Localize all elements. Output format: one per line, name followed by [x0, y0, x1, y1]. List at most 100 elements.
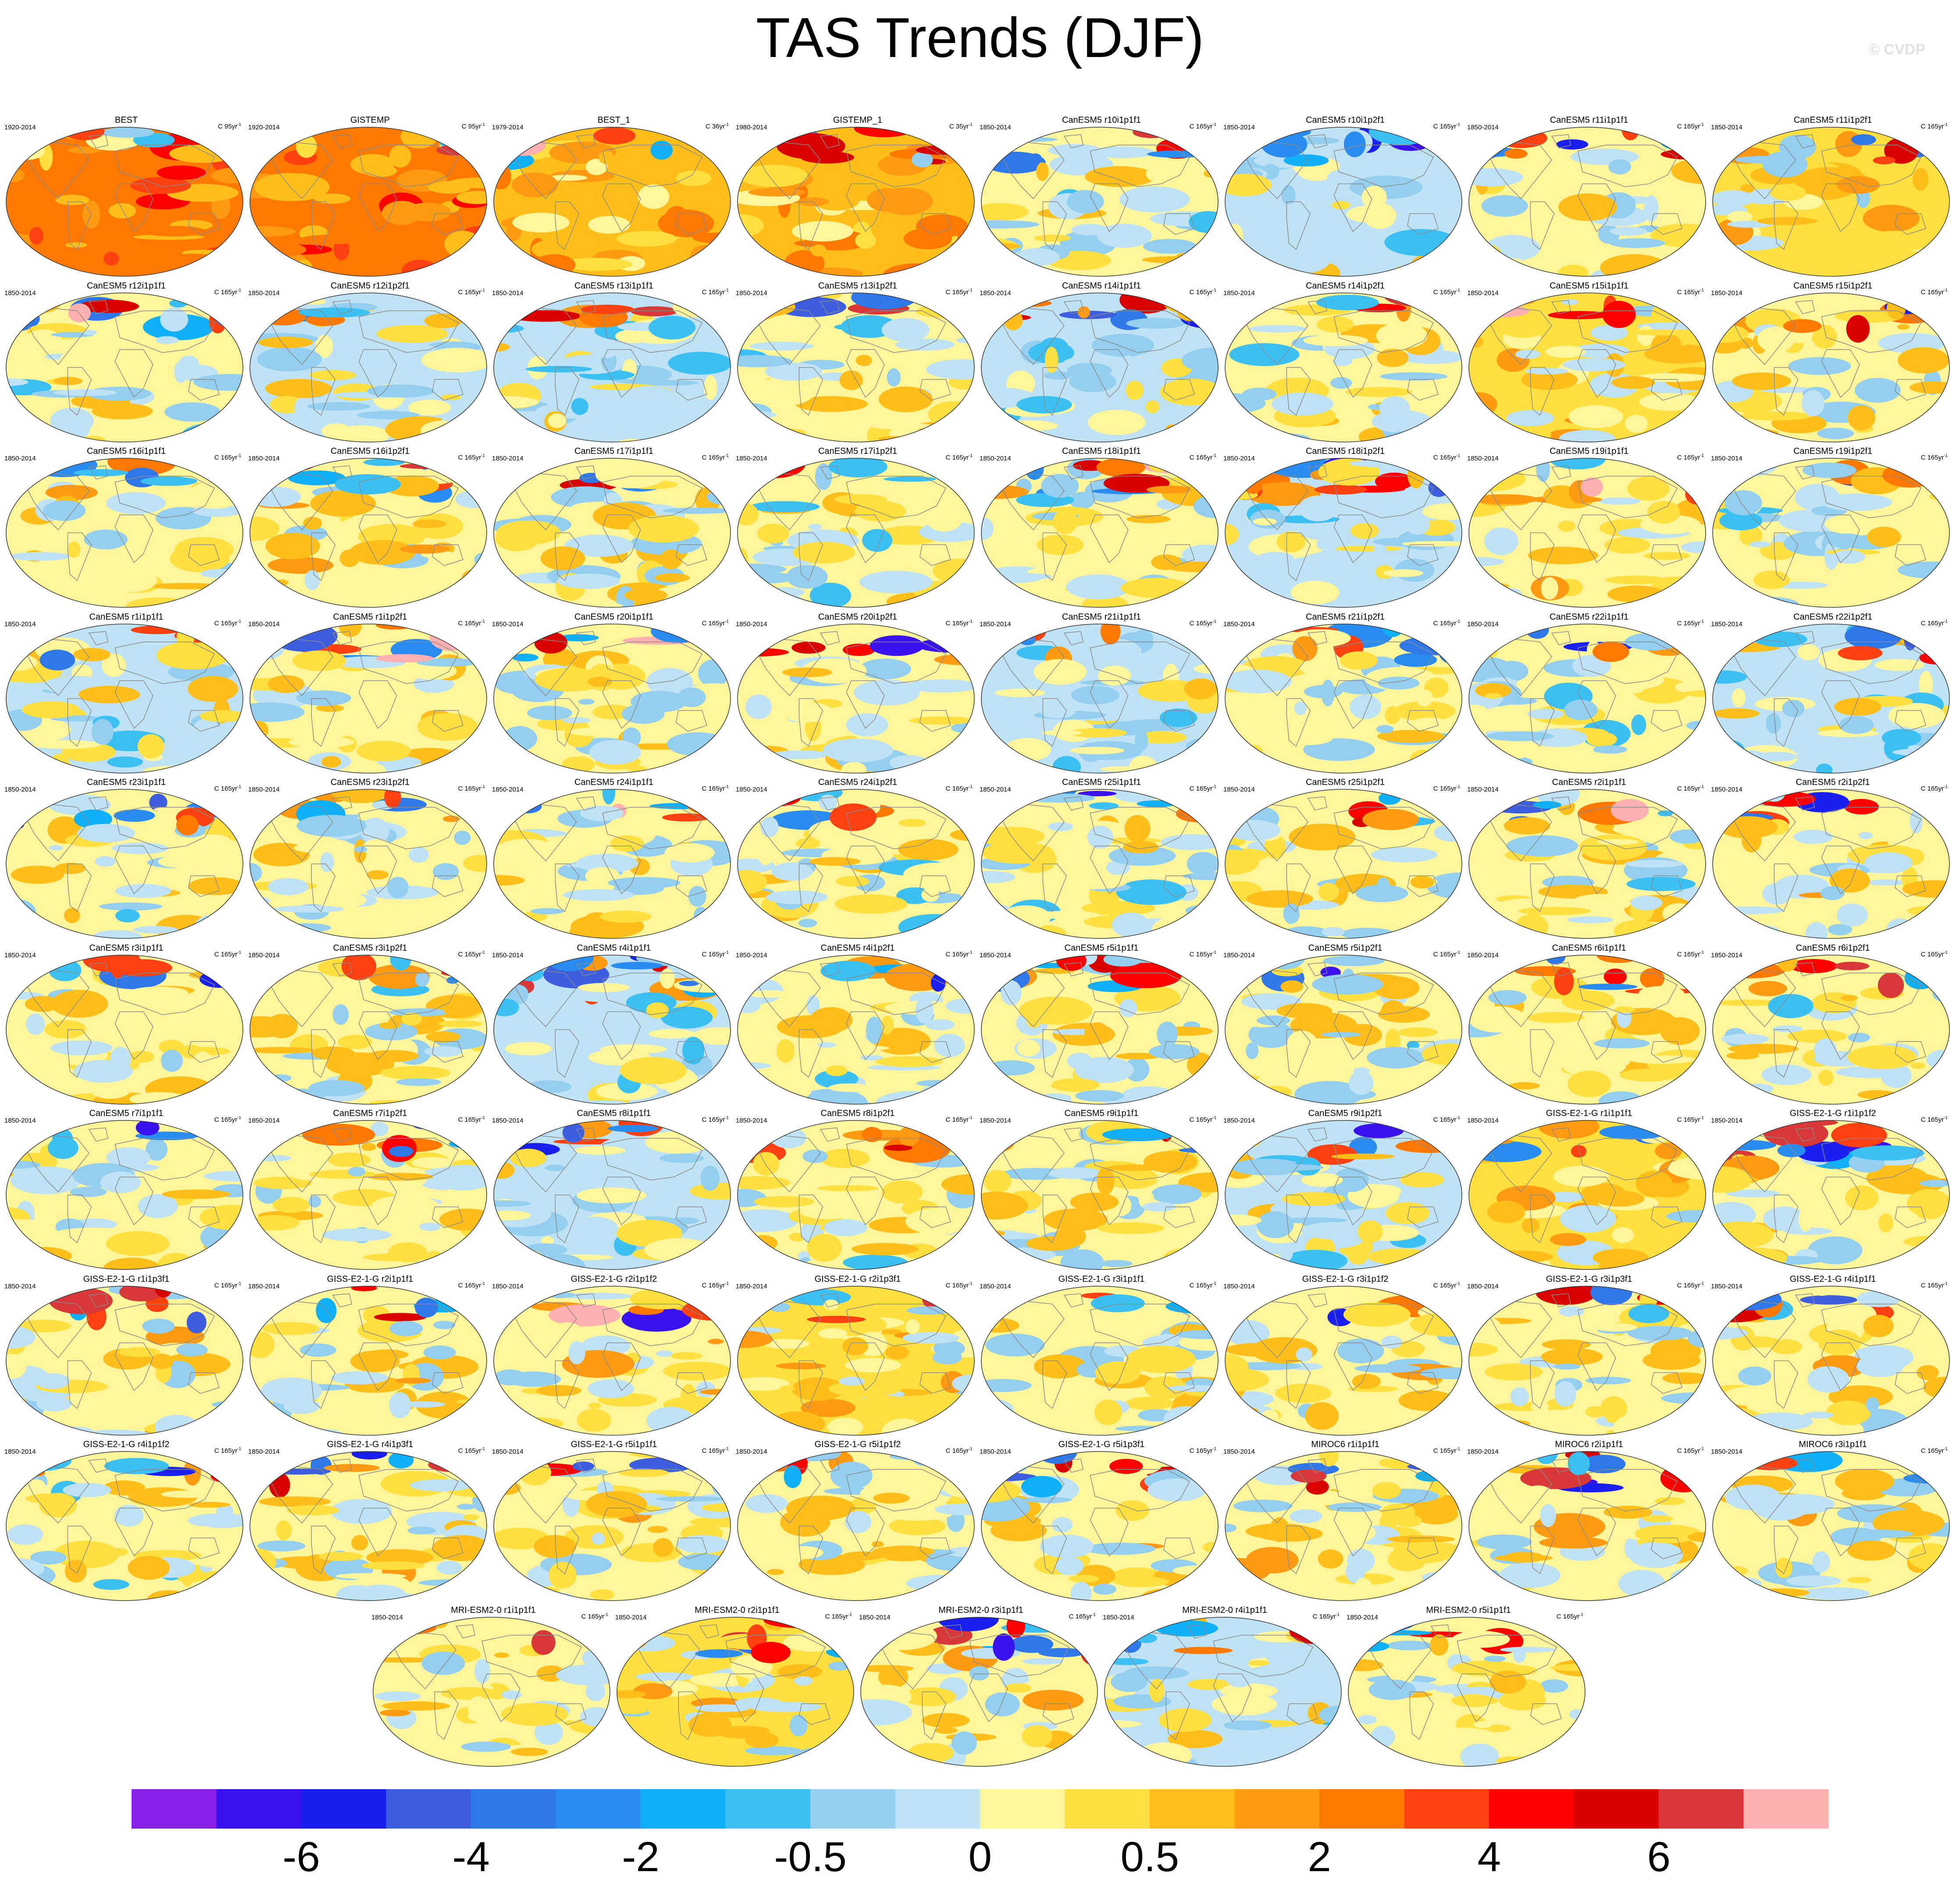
anomaly-region [1296, 1347, 1312, 1362]
anomaly-region [463, 855, 487, 872]
unit-exponent: -1 [1700, 1281, 1704, 1286]
anomaly-region [1882, 462, 1937, 488]
anomaly-region [73, 648, 110, 661]
anomaly-region [1770, 185, 1807, 201]
coastline [555, 532, 580, 581]
coastline [1307, 465, 1328, 480]
anomaly-region [562, 717, 591, 724]
anomaly-region [828, 458, 887, 478]
colorbar-swatch [556, 1789, 641, 1829]
anomaly-region [291, 601, 308, 607]
anomaly-region [1739, 525, 1763, 546]
anomaly-region [1332, 356, 1352, 366]
anomaly-region [59, 351, 84, 372]
anomaly-region [704, 1120, 731, 1125]
panel-period: 1850-2014 [1223, 1448, 1255, 1455]
anomaly-region [588, 216, 631, 234]
anomaly-region [930, 974, 946, 991]
anomaly-region [454, 831, 471, 845]
anomaly-region [619, 1632, 647, 1649]
map-border [249, 1451, 487, 1601]
anomaly-region [1253, 518, 1277, 525]
anomaly-region [1149, 1044, 1200, 1059]
coastline [602, 1342, 641, 1391]
panel-unit: C 165yr-1 [702, 287, 729, 296]
panel-unit: C 165yr-1 [1921, 1280, 1948, 1290]
coastline [1286, 1526, 1311, 1575]
anomaly-region [1834, 697, 1882, 716]
anomaly-region [1319, 1451, 1339, 1467]
anomaly-region [932, 1096, 960, 1104]
map-svg [6, 789, 243, 939]
anomaly-region [1125, 1396, 1174, 1410]
anomaly-region [190, 1519, 237, 1525]
panel-unit-text: C 165yr [1677, 288, 1700, 296]
anomaly-region [1415, 689, 1433, 706]
anomaly-region [647, 1575, 695, 1589]
anomaly-region [660, 549, 682, 570]
anomaly-region [1017, 1039, 1040, 1056]
panel-title: CanESM5 r23i1p2f1 [330, 777, 410, 787]
unit-exponent: -1 [1212, 1447, 1216, 1451]
coastline [602, 845, 641, 895]
unit-exponent: -1 [1944, 1281, 1948, 1286]
coastline [1774, 532, 1799, 581]
anomaly-region [1249, 325, 1307, 332]
unit-exponent: -1 [237, 453, 241, 458]
anomaly-region [1332, 546, 1403, 552]
anomaly-region [905, 1208, 972, 1234]
panel-title: MIROC6 r3i1p1f1 [1799, 1440, 1867, 1449]
anomaly-region [1807, 1366, 1850, 1393]
anomaly-region [308, 1080, 365, 1096]
anomaly-region [9, 1054, 64, 1061]
anomaly-region [1775, 1558, 1793, 1578]
panel-unit: C 165yr-1 [702, 452, 729, 462]
map-border [6, 1120, 243, 1270]
anomaly-region [315, 335, 333, 358]
anomaly-region [649, 315, 696, 339]
panel-period: 1850-2014 [736, 289, 767, 297]
unit-exponent: -1 [481, 453, 485, 458]
anomaly-region [1522, 1218, 1539, 1234]
anomaly-region [1000, 905, 1051, 930]
anomaly-region [1440, 140, 1457, 161]
anomaly-region [1508, 1082, 1540, 1089]
anomaly-region [549, 1304, 620, 1327]
map-border [249, 292, 487, 442]
anomaly-region [1763, 1206, 1806, 1231]
anomaly-region [815, 463, 832, 490]
panel-unit: C 165yr-1 [1921, 1114, 1948, 1124]
panel-period: 1850-2014 [248, 1282, 280, 1290]
map-border [737, 1285, 975, 1436]
map-panel: CanESM5 r14i1p1f1 1850-2014 C 165yr-1 [980, 281, 1223, 446]
anomaly-region [624, 588, 668, 602]
anomaly-region [502, 726, 538, 751]
anomaly-region [193, 1051, 212, 1070]
anomaly-region [29, 227, 43, 245]
anomaly-region [1553, 1363, 1581, 1369]
anomaly-region [991, 1519, 1047, 1541]
coastline [1090, 1469, 1190, 1512]
unit-exponent: -1 [237, 1447, 241, 1451]
panel-unit: C 165yr-1 [1677, 287, 1704, 296]
panel-unit: C 165yr-1 [946, 1114, 973, 1124]
anomaly-region [438, 127, 462, 149]
anomaly-region [550, 192, 569, 199]
anomaly-region [1542, 1339, 1591, 1350]
anomaly-region [1124, 815, 1151, 843]
anomaly-region [1627, 1326, 1693, 1341]
unit-exponent: -1 [237, 288, 241, 293]
coastline [1894, 1537, 1926, 1559]
panel-period: 1850-2014 [1223, 1117, 1255, 1124]
anomaly-region [416, 127, 460, 137]
anomaly-region [118, 1347, 160, 1357]
anomaly-region [387, 877, 409, 899]
coastline [602, 1303, 703, 1346]
anomaly-region [1290, 1469, 1327, 1483]
anomaly-region [1372, 1482, 1401, 1499]
anomaly-region [1816, 763, 1833, 773]
anomaly-region [1845, 1185, 1878, 1210]
anomaly-region [998, 267, 1022, 275]
panel-unit-text: C 165yr [1189, 1447, 1213, 1455]
anomaly-region [1488, 990, 1527, 1005]
